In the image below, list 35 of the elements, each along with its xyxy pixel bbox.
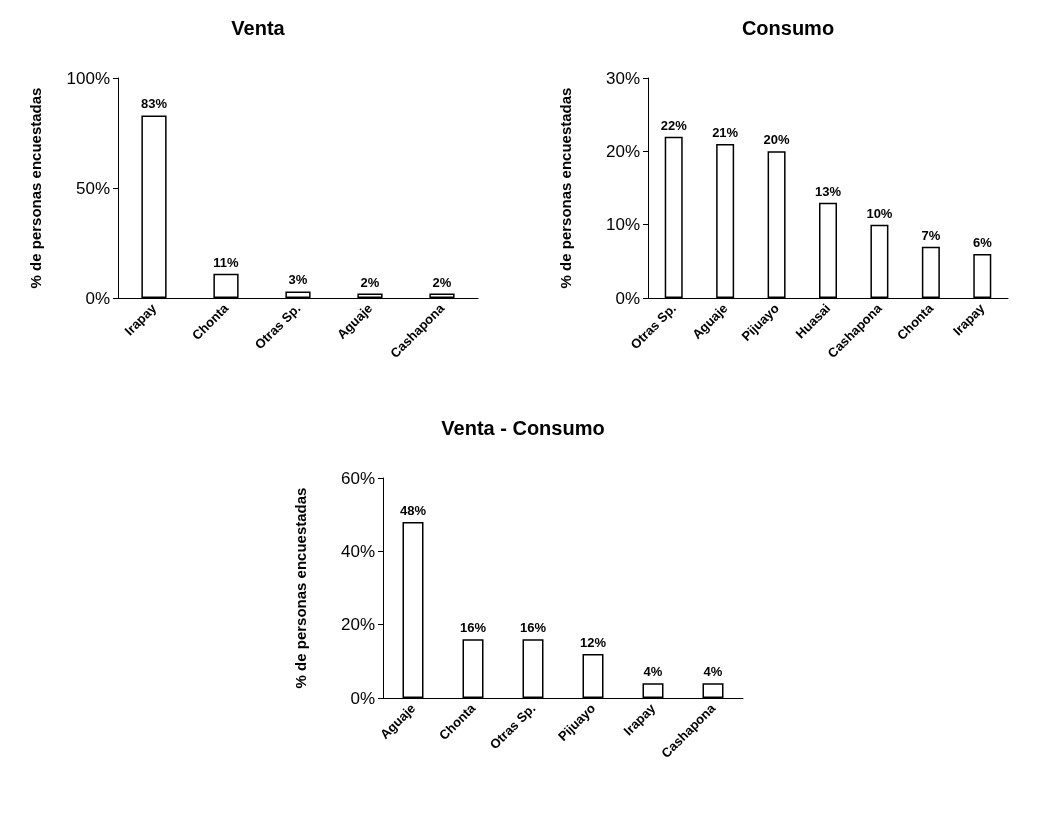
data-label: 4% [703,664,723,680]
y-axis-title: % de personas encuestadas [27,87,44,289]
data-label: 12% [579,635,607,650]
data-label: 16% [459,620,487,636]
y-tick-label: 40% [340,541,375,561]
data-label: 2% [360,274,380,290]
data-label: 21% [712,125,739,140]
y-tick-label: 50% [75,178,110,198]
y-tick-label: 0% [615,288,640,308]
chart-title: Venta - Consumo [441,417,605,439]
y-tick-label: 60% [340,468,375,488]
data-label: 6% [972,235,993,250]
y-axis-title: % de personas encuestadas [292,487,309,689]
data-label: 22% [660,117,688,133]
data-label: 11% [213,254,240,270]
data-label: 7% [921,227,941,243]
y-tick-label: 20% [605,141,640,161]
y-tick-label: 20% [340,615,375,635]
y-tick-label: 0% [85,288,110,308]
data-label: 16% [519,620,547,636]
y-tick-label: 30% [605,68,640,88]
data-label: 2% [432,274,452,290]
data-label: 48% [399,503,427,518]
chart-title: Consumo [741,17,835,39]
data-label: 3% [288,272,308,288]
y-tick-label: 10% [605,215,640,235]
chart-title: Venta [231,17,286,39]
data-label: 13% [814,183,842,199]
data-label: 83% [140,96,168,112]
data-label: 20% [763,132,791,148]
y-tick-label: 100% [66,68,110,88]
data-label: 4% [643,664,663,680]
data-label: 10% [866,205,893,221]
y-tick-label: 0% [350,688,375,708]
y-axis-title: % de personas encuestadas [557,87,574,289]
